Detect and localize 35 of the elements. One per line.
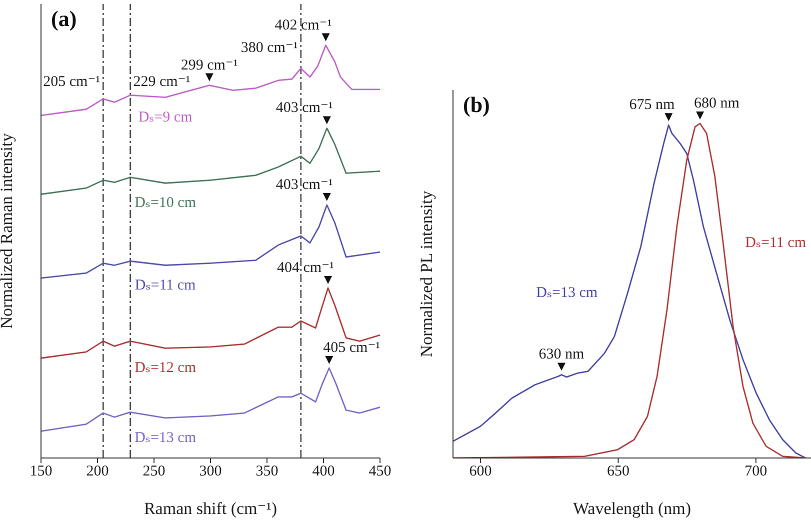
annotation: 404 cm⁻¹ xyxy=(277,260,334,276)
x-tick-label: 600 xyxy=(469,464,492,480)
x-tick-label: 150 xyxy=(30,464,52,480)
annotation: 403 cm⁻¹ xyxy=(276,177,333,193)
x-tick-label: 700 xyxy=(744,464,768,480)
series-label: Dₛ=13 cm xyxy=(134,430,196,446)
ref-line-label: 380 cm⁻¹ xyxy=(240,40,298,56)
series-label: Dₛ=10 cm xyxy=(134,195,196,212)
x-axis-title: Raman shift (cm⁻¹) xyxy=(144,499,278,518)
x-tick-label: 450 xyxy=(368,464,392,480)
annotation: 402 cm⁻¹ xyxy=(274,17,332,34)
series-label: Dₛ=11 cm xyxy=(745,235,806,252)
x-tick-label: 300 xyxy=(199,464,222,480)
series-label: Dₛ=12 cm xyxy=(134,360,196,376)
annotation: 675 nm xyxy=(629,97,675,114)
annotation: 630 nm xyxy=(538,346,585,363)
x-tick-label: 650 xyxy=(606,464,630,480)
chart-title: (b) xyxy=(463,92,490,118)
chart-title: (a) xyxy=(51,6,77,32)
y-axis-title: Normalized PL intensity xyxy=(417,190,436,358)
x-tick-label: 200 xyxy=(86,464,109,480)
series-label: Dₛ=9 cm xyxy=(138,109,193,126)
x-axis-title: Wavelength (nm) xyxy=(572,499,692,518)
annotation: 299 cm⁻¹ xyxy=(180,57,238,74)
annotation: 405 cm⁻¹ xyxy=(323,340,380,356)
ref-line-label: 229 cm⁻¹ xyxy=(133,74,190,90)
annotation: 680 nm xyxy=(694,95,740,112)
series-label: Dₛ=13 cm xyxy=(536,285,598,302)
series-label: Dₛ=11 cm xyxy=(134,277,196,294)
ref-line-label: 205 cm⁻¹ xyxy=(43,74,100,90)
x-tick-label: 400 xyxy=(312,464,335,480)
x-tick-label: 250 xyxy=(142,464,166,480)
x-tick-label: 350 xyxy=(256,464,278,480)
annotation: 403 cm⁻¹ xyxy=(276,100,333,116)
y-axis-title: Normalized Raman intensity xyxy=(0,132,16,329)
